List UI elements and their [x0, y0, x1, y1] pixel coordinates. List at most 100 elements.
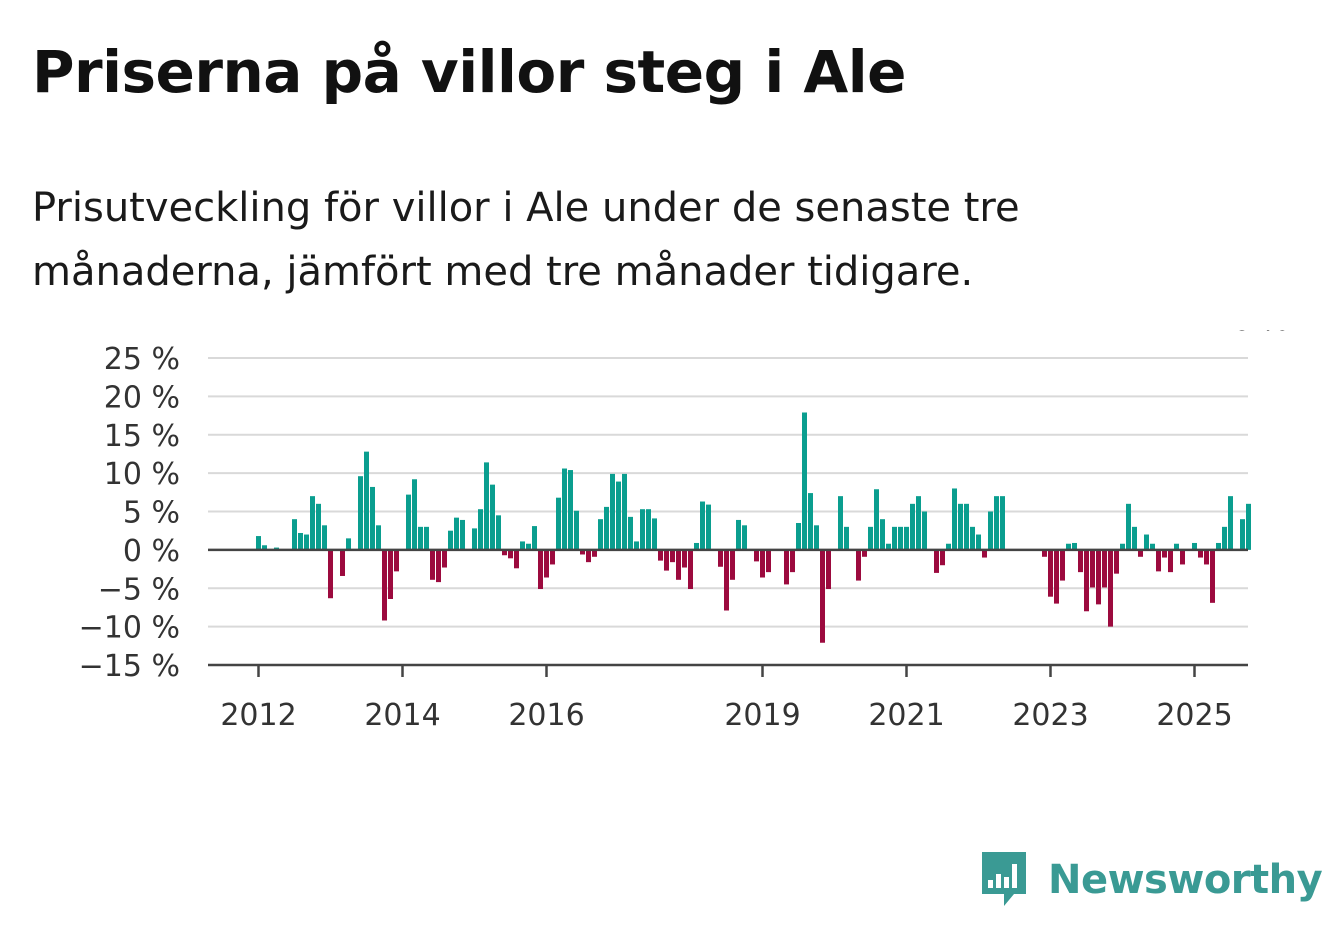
bar — [556, 497, 561, 550]
bar — [658, 549, 663, 561]
bar — [478, 509, 483, 550]
bar — [382, 549, 387, 621]
bar — [580, 549, 585, 555]
bar — [1042, 549, 1047, 557]
bar — [916, 496, 921, 550]
bar — [388, 549, 393, 599]
bar — [910, 503, 915, 550]
bar — [868, 526, 873, 550]
bar — [802, 412, 807, 550]
bar — [316, 503, 321, 550]
bar — [988, 511, 993, 550]
bar — [406, 494, 411, 550]
bar — [544, 549, 549, 578]
bar — [1066, 543, 1071, 550]
bar — [616, 481, 621, 550]
tick-labels: 25 %20 % 15 %10 % 5 %0 %−5 % −10 %−15 % 2012… — [79, 330, 1289, 733]
bar — [292, 519, 297, 550]
bar — [880, 519, 885, 550]
bar — [550, 549, 555, 565]
bars — [256, 412, 1251, 643]
bar — [574, 510, 579, 550]
y-tick-label: 25 % — [104, 342, 180, 377]
bar — [628, 516, 633, 550]
bar — [502, 549, 507, 556]
bar — [754, 549, 759, 562]
bar — [1156, 549, 1161, 572]
bar — [994, 496, 999, 550]
bar — [322, 525, 327, 550]
y-tick-label: 20 % — [104, 380, 180, 415]
bar — [1078, 549, 1083, 573]
bar — [958, 503, 963, 550]
bar — [1204, 549, 1209, 565]
bar — [946, 543, 951, 550]
x-tick-label: 2014 — [364, 698, 440, 733]
bar — [664, 549, 669, 571]
axes — [208, 548, 1248, 677]
bar — [898, 526, 903, 550]
bar — [340, 549, 345, 576]
bar — [1144, 534, 1149, 550]
bar — [376, 525, 381, 550]
bar — [1246, 503, 1251, 550]
x-tick-label: 2023 — [1012, 698, 1088, 733]
bar — [328, 549, 333, 599]
bar — [364, 451, 369, 550]
page-title: Priserna på villor steg i Ale — [32, 38, 907, 106]
bar — [1096, 549, 1101, 605]
y-tick-label: −10 % — [79, 611, 180, 646]
bar — [1090, 549, 1095, 588]
bar — [634, 541, 639, 550]
bar — [460, 519, 465, 550]
latest-value-annotation: 6 % — [1232, 330, 1289, 338]
y-tick-label: −15 % — [79, 649, 180, 684]
bar — [1180, 549, 1185, 565]
bar — [730, 549, 735, 580]
bar — [1000, 496, 1005, 550]
bar — [1072, 542, 1077, 550]
bar — [484, 462, 489, 550]
price-change-bar-chart: 25 %20 % 15 %10 % 5 %0 %−5 % −10 %−15 % 2012… — [79, 330, 1289, 733]
bar — [670, 549, 675, 563]
bar — [1048, 549, 1053, 597]
bar — [568, 470, 573, 550]
bar — [1162, 549, 1167, 558]
bar — [622, 473, 627, 550]
bar — [1174, 543, 1179, 550]
bar — [1102, 549, 1107, 588]
bar — [826, 549, 831, 590]
bar — [682, 549, 687, 568]
bar — [784, 549, 789, 585]
bar — [358, 476, 363, 550]
bar — [520, 541, 525, 550]
x-tick-label: 2012 — [220, 698, 296, 733]
bar — [640, 509, 645, 550]
x-tick-label: 2021 — [868, 698, 944, 733]
y-tick-label: 10 % — [104, 457, 180, 492]
bar — [1228, 496, 1233, 550]
bar — [856, 549, 861, 581]
bar — [1210, 549, 1215, 603]
bar — [532, 526, 537, 550]
x-tick-label: 2019 — [724, 698, 800, 733]
bar — [766, 549, 771, 573]
bar — [970, 526, 975, 550]
bar — [874, 489, 879, 550]
bar — [1132, 526, 1137, 550]
bar — [424, 526, 429, 550]
bar — [886, 543, 891, 550]
bar — [436, 549, 441, 583]
newsworthy-bar-logo-icon — [982, 852, 1026, 906]
bar — [904, 526, 909, 550]
bar — [256, 536, 261, 550]
bar — [1126, 503, 1131, 550]
brand-name: Newsworthy — [1048, 857, 1322, 903]
bar — [1240, 519, 1245, 550]
bar — [940, 549, 945, 566]
bar — [490, 484, 495, 550]
bar — [652, 518, 657, 550]
bar — [976, 534, 981, 550]
y-tick-label: 15 % — [104, 419, 180, 454]
x-tick-label: 2025 — [1156, 698, 1232, 733]
